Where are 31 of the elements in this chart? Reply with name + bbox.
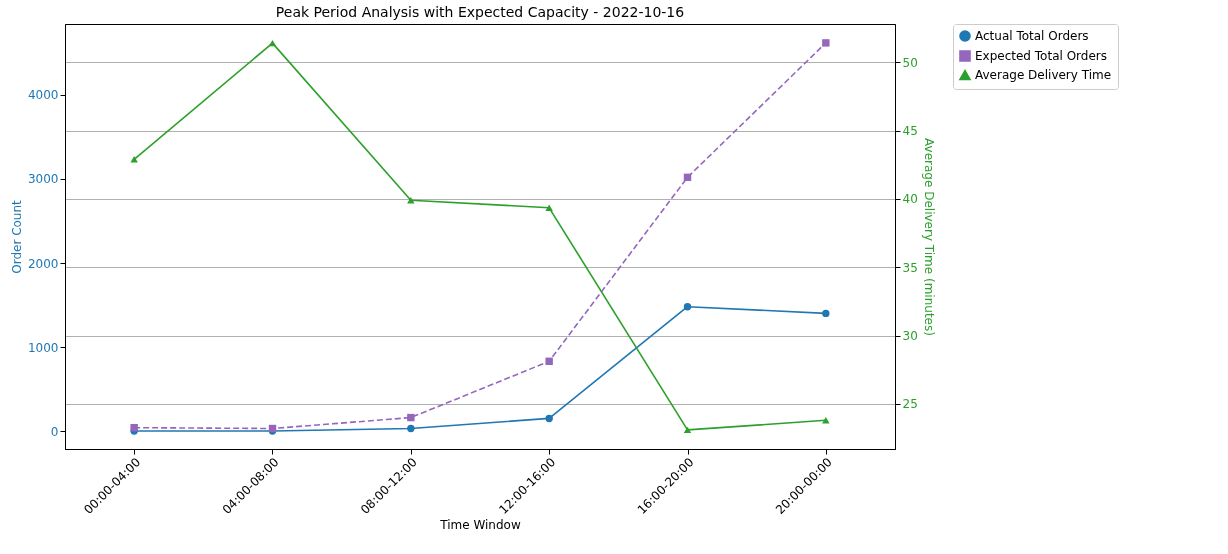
point [130, 423, 138, 432]
point [407, 413, 415, 422]
legend-label: Expected Total Orders [975, 49, 1107, 63]
point [822, 417, 830, 424]
point [130, 156, 138, 163]
y2-axis-title: Average Delivery Time (minutes) [921, 138, 936, 336]
y-tick-label: 3000 [27, 172, 59, 187]
point [822, 309, 830, 318]
legend-label: Actual Total Orders [975, 29, 1089, 43]
y-tick-label: 4000 [27, 88, 59, 103]
point [407, 424, 415, 433]
y2-tick-label: 40 [902, 192, 918, 207]
point [545, 204, 553, 212]
chart-title: Peak Period Analysis with Expected Capacity - 2022-10-16 [275, 3, 685, 20]
point [545, 414, 553, 423]
point [683, 302, 692, 311]
point [268, 39, 277, 47]
y2-tick-label: 30 [902, 329, 918, 344]
y-tick-label: 0 [50, 424, 59, 439]
y-tick-label: 1000 [27, 340, 59, 355]
point [683, 426, 692, 434]
y2-tick-label: 45 [902, 124, 918, 139]
y2-tick-label: 25 [902, 397, 918, 412]
legend-label: Average Delivery Time [975, 68, 1112, 82]
y2-tick-label: 35 [902, 260, 918, 275]
point [822, 39, 830, 47]
y2-tick-label: 50 [902, 55, 918, 70]
point [545, 357, 553, 365]
y-tick-label: 2000 [27, 256, 59, 271]
y-axis-title: Order Count [9, 199, 24, 274]
x-axis-title: Time Window [439, 518, 521, 533]
